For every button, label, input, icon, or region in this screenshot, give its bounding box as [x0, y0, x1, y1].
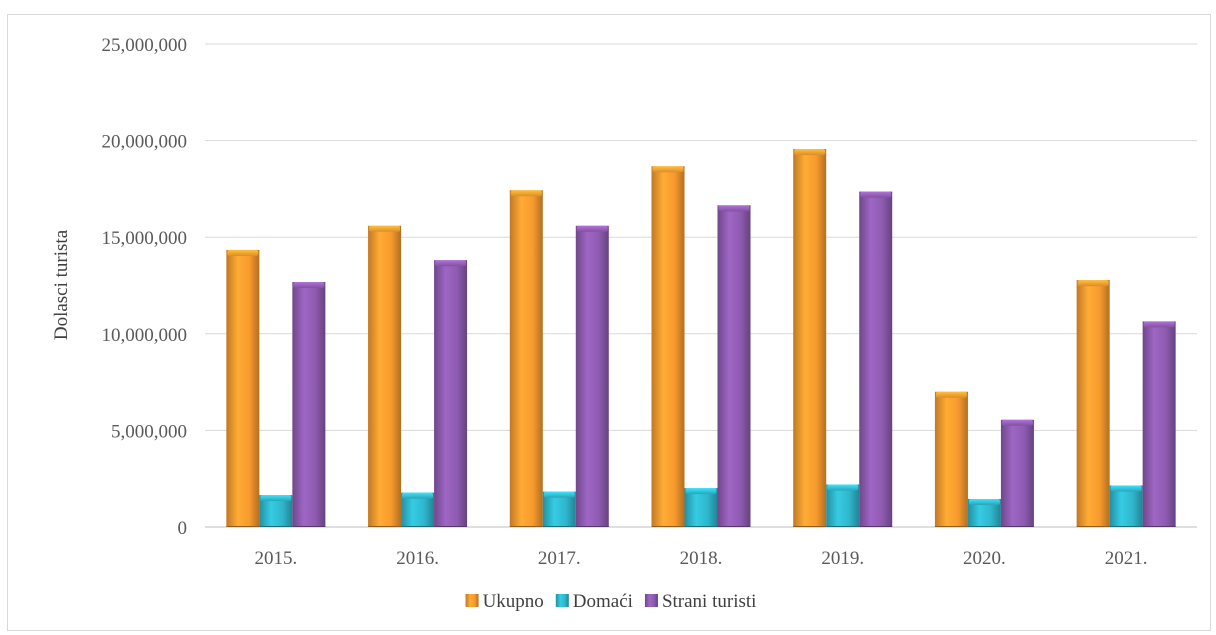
legend-swatch — [555, 594, 569, 607]
y-tick-label: 20,000,000 — [102, 132, 188, 153]
legend-label: Domaći — [573, 591, 633, 612]
x-tick-label: 2016. — [396, 548, 439, 569]
y-tick-label: 0 — [178, 518, 188, 539]
bar — [717, 205, 751, 527]
x-tick-label: 2017. — [538, 548, 581, 569]
x-tick-label: 2019. — [821, 548, 864, 569]
x-tick-label: 2018. — [680, 548, 723, 569]
bar — [934, 391, 968, 527]
legend-swatch — [644, 594, 658, 607]
bar — [793, 149, 827, 527]
bar — [368, 225, 402, 527]
y-tick-label: 5,000,000 — [111, 421, 187, 442]
bar — [401, 492, 435, 527]
chart-frame — [7, 14, 1211, 631]
bar — [259, 495, 293, 527]
bar — [542, 491, 576, 527]
legend-label: Ukupno — [483, 591, 544, 612]
x-tick-label: 2020. — [963, 548, 1006, 569]
legend-item: Ukupno — [465, 591, 544, 612]
legend-label: Strani turisti — [662, 591, 756, 612]
bar — [226, 249, 260, 527]
y-axis-title: Dolasci turista — [51, 229, 72, 340]
bar — [509, 190, 543, 528]
legend-item: Domaći — [555, 591, 633, 612]
x-tick-label: 2015. — [254, 548, 297, 569]
bar — [1076, 280, 1110, 527]
y-tick-label: 15,000,000 — [102, 228, 188, 249]
bar — [1109, 485, 1143, 527]
legend-swatch — [465, 594, 479, 607]
bar — [967, 498, 1001, 527]
bar — [826, 484, 860, 527]
bar — [434, 260, 468, 527]
y-tick-label: 10,000,000 — [102, 325, 188, 346]
bar — [292, 282, 326, 527]
bar — [575, 225, 609, 527]
legend-item: Strani turisti — [644, 591, 756, 612]
bar — [859, 191, 893, 527]
bar — [1000, 419, 1034, 527]
bar — [684, 488, 718, 527]
x-tick-label: 2021. — [1105, 548, 1148, 569]
bar — [1142, 321, 1176, 527]
bar — [651, 166, 685, 527]
y-tick-label: 25,000,000 — [102, 35, 188, 56]
